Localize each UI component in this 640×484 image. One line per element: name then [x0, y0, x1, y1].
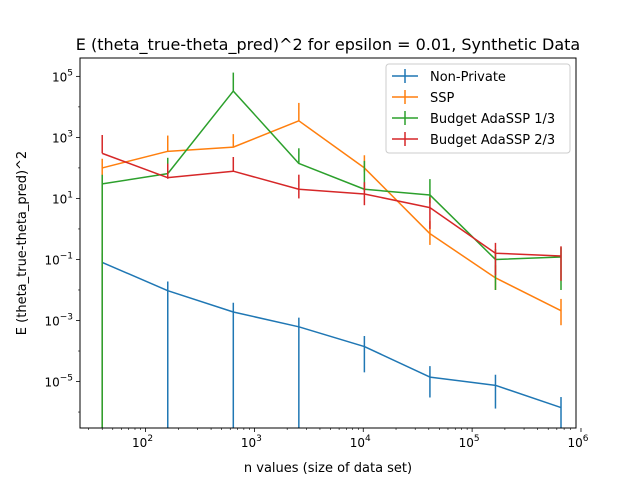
axis-ticks: 102 103 104 105 106 10−5 10−3 10−1 101 103 105 — [44, 68, 588, 450]
y-tick-label: 10−5 — [44, 374, 73, 390]
series-layer — [101, 72, 562, 428]
chart-title: E (theta_true-theta_pred)^2 for epsilon … — [76, 35, 580, 55]
series-3 — [101, 134, 562, 281]
legend-item: Non-Private — [392, 69, 506, 85]
legend-frame — [385, 63, 571, 154]
legend-label: SSP — [430, 91, 455, 106]
y-tick-label: 10−3 — [44, 312, 73, 328]
legend: Non-Private SSP Budget AdaSSP 1/3 Budget Ad… — [385, 63, 571, 154]
y-tick-label: 101 — [52, 190, 73, 206]
x-tick-label: 105 — [459, 434, 480, 450]
y-axis-label: E (theta_true-theta_pred)^2 — [15, 151, 30, 335]
legend-label: Budget AdaSSP 2/3 — [430, 133, 555, 148]
legend-item: Budget AdaSSP 1/3 — [392, 111, 555, 127]
x-tick-label: 103 — [241, 434, 262, 450]
plot-area: 102 103 104 105 106 10−5 10−3 10−1 101 103 105 — [44, 57, 589, 450]
x-tick-label: 102 — [132, 434, 153, 450]
legend-item: SSP — [392, 90, 455, 106]
plot-frame — [79, 57, 577, 429]
series-line — [101, 261, 562, 409]
x-tick-label: 106 — [567, 434, 588, 450]
x-axis-label: n values (size of data set) — [244, 461, 412, 476]
legend-item: Budget AdaSSP 2/3 — [392, 132, 555, 148]
series-line — [101, 152, 562, 257]
series-line — [102, 120, 562, 312]
y-tick-label: 105 — [52, 68, 73, 84]
y-tick-label: 103 — [52, 129, 73, 145]
x-tick-label: 104 — [350, 434, 371, 450]
legend-label: Non-Private — [430, 70, 506, 85]
series-line — [102, 90, 562, 261]
legend-label: Budget AdaSSP 1/3 — [430, 112, 555, 127]
series-0 — [101, 253, 562, 428]
y-tick-label: 10−1 — [44, 251, 73, 267]
